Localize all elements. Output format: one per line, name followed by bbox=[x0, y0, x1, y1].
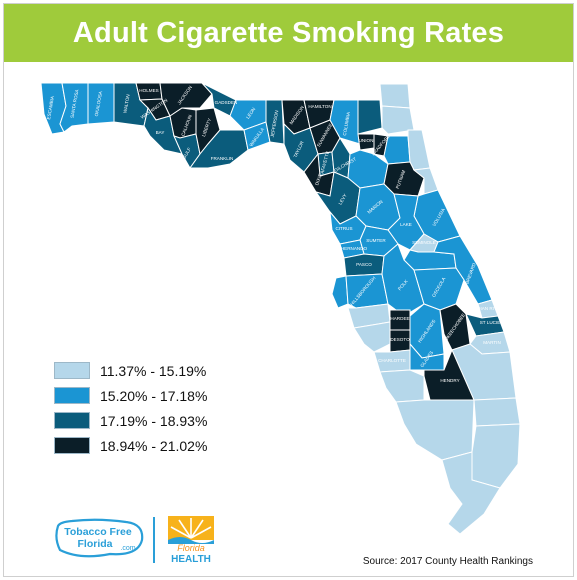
county-label: LEVY bbox=[338, 193, 348, 206]
county-label: LIBERTY bbox=[201, 118, 212, 138]
county-miami-dade bbox=[471, 423, 521, 489]
county-duval bbox=[381, 105, 415, 135]
county-broward bbox=[473, 397, 521, 427]
map-legend: 11.37% - 15.19% 15.20% - 17.18% 17.19% -… bbox=[54, 359, 207, 459]
logo-divider bbox=[153, 517, 155, 563]
county-label: SEMINOLE bbox=[412, 240, 436, 245]
svg-text:Florida: Florida bbox=[77, 538, 112, 550]
county-label: SUMTER bbox=[366, 238, 386, 243]
county-label: LEON bbox=[245, 107, 256, 120]
svg-text:.com: .com bbox=[120, 545, 135, 552]
svg-text:Tobacco Free: Tobacco Free bbox=[64, 526, 132, 538]
county-manatee bbox=[347, 303, 391, 329]
county-label: GADSDEN bbox=[215, 100, 238, 105]
county-columbia bbox=[329, 99, 361, 145]
county-label: HAMILTON bbox=[308, 104, 331, 109]
legend-item: 15.20% - 17.18% bbox=[54, 384, 207, 407]
county-baker bbox=[357, 99, 383, 135]
county-brevard bbox=[433, 235, 493, 305]
title-banner: Adult Cigarette Smoking Rates bbox=[4, 4, 573, 62]
county-jefferson bbox=[265, 99, 285, 145]
county-monroe bbox=[441, 451, 501, 535]
county-label: LAFAYETTE bbox=[319, 151, 330, 177]
infographic-frame: Adult Cigarette Smoking Rates bbox=[3, 3, 574, 577]
county-label: SANTA ROSA bbox=[70, 88, 80, 118]
county-label: UNION bbox=[359, 138, 374, 143]
county-label: MARTIN bbox=[483, 340, 501, 345]
legend-swatch bbox=[54, 437, 90, 454]
legend-item: 18.94% - 21.02% bbox=[54, 434, 207, 457]
legend-item: 11.37% - 15.19% bbox=[54, 359, 207, 382]
florida-county-map: ESCAMBIA SANTA ROSA OKALOOSA WALTONHOLMESWA… bbox=[40, 82, 521, 535]
county-label: OKALOOSA bbox=[94, 90, 104, 117]
florida-health-logo: Florida HEALTH bbox=[168, 516, 214, 564]
legend-item: 17.19% - 18.93% bbox=[54, 409, 207, 432]
county-label: CITRUS bbox=[335, 226, 352, 231]
legend-swatch bbox=[54, 362, 90, 379]
county-label: INDIAN RIVER bbox=[473, 306, 505, 311]
county-pinellas bbox=[331, 275, 349, 309]
legend-swatch bbox=[54, 412, 90, 429]
county-label: FRANKLIN bbox=[211, 156, 234, 161]
legend-swatch bbox=[54, 387, 90, 404]
county-label: HOLMES bbox=[139, 88, 158, 93]
county-label: BAY bbox=[156, 130, 165, 135]
county-label: ST LUCIE bbox=[480, 320, 501, 325]
county-glades bbox=[409, 342, 445, 371]
county-label: HENDRY bbox=[440, 378, 459, 383]
svg-text:Florida: Florida bbox=[177, 543, 205, 553]
county-label: PUTNAM bbox=[395, 169, 406, 189]
svg-text:HEALTH: HEALTH bbox=[171, 554, 211, 564]
county-st-lucie bbox=[465, 313, 505, 337]
county-gadsden bbox=[201, 82, 237, 117]
county-label: ESCAMBIA bbox=[46, 95, 55, 120]
legend-label: 18.94% - 21.02% bbox=[100, 437, 208, 454]
county-label: LAKE bbox=[400, 222, 412, 227]
source-note: Source: 2017 County Health Rankings bbox=[362, 556, 533, 567]
map-title: Adult Cigarette Smoking Rates bbox=[72, 16, 505, 49]
county-label: GULF bbox=[181, 147, 192, 160]
county-label: HARDEE bbox=[390, 316, 409, 321]
county-label: WALTON bbox=[122, 94, 130, 114]
county-nassau bbox=[379, 83, 411, 109]
county-label: DESOTO bbox=[390, 337, 410, 342]
county-collier bbox=[395, 399, 475, 461]
county-label: COLUMBIA bbox=[342, 111, 351, 136]
county-lee bbox=[379, 369, 425, 403]
county-label: HERNANDO bbox=[341, 246, 368, 251]
tobacco-free-florida-logo: Tobacco Free Florida .com bbox=[55, 518, 144, 558]
legend-label: 15.20% - 17.18% bbox=[100, 387, 208, 404]
legend-label: 17.19% - 18.93% bbox=[100, 412, 208, 429]
county-label: PASCO bbox=[356, 262, 372, 267]
county-label: CHARLOTTE bbox=[378, 358, 406, 363]
county-label: DIXIE bbox=[314, 173, 323, 186]
legend-label: 11.37% - 15.19% bbox=[100, 362, 207, 379]
county-sarasota bbox=[353, 321, 391, 353]
county-label: JEFFERSON bbox=[270, 110, 280, 138]
